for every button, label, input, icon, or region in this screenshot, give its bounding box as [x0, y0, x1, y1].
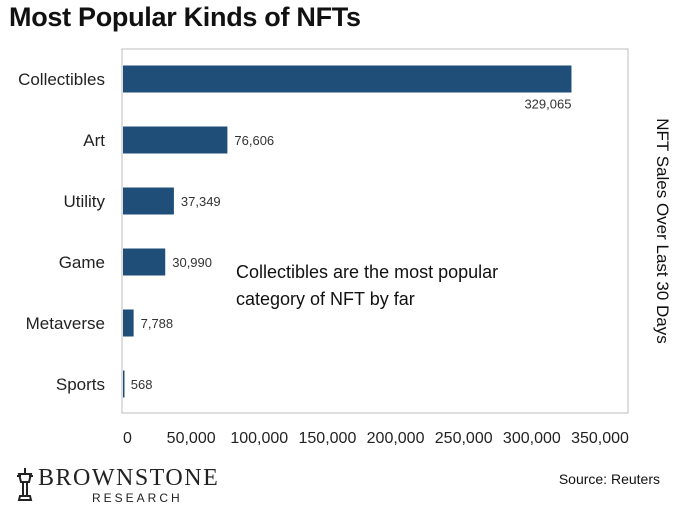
lamp-icon — [17, 468, 33, 501]
x-tick-label: 300,000 — [503, 430, 561, 447]
x-tick-label: 100,000 — [230, 430, 288, 447]
category-label: Sports — [56, 375, 105, 394]
data-label: 30,990 — [172, 255, 212, 270]
logo-name: BROWNSTONE — [38, 465, 220, 491]
data-label: 76,606 — [234, 133, 274, 148]
logo-subtitle: RESEARCH — [92, 491, 183, 505]
data-label: 7,788 — [141, 316, 174, 331]
x-tick-label: 50,000 — [167, 430, 216, 447]
data-label: 37,349 — [181, 194, 221, 209]
plot-area-frame — [121, 48, 629, 414]
bar-collectibles — [123, 65, 572, 93]
category-label: Utility — [63, 192, 105, 211]
x-tick-label: 150,000 — [299, 430, 357, 447]
x-tick-label: 350,000 — [571, 430, 629, 447]
x-tick-label: 0 — [123, 430, 132, 447]
x-tick-label: 200,000 — [367, 430, 425, 447]
category-labels: Collectibles Art Utility Game Metaverse Sport… — [18, 70, 105, 394]
bar-game — [123, 248, 166, 276]
chart-annotation: Collectibles are the most popular catego… — [236, 262, 503, 309]
x-tick-labels: 0 50,000 100,000 150,000 200,000 250,000 300,0… — [123, 430, 629, 447]
data-label: 568 — [131, 377, 153, 392]
bars-group — [123, 65, 572, 398]
category-label: Art — [83, 131, 105, 150]
source-note: Source: Reuters — [558, 471, 660, 487]
data-label: 329,065 — [524, 97, 571, 112]
category-label: Collectibles — [18, 70, 105, 89]
bar-art — [123, 126, 228, 154]
annotation-line: Collectibles are the most popular — [236, 262, 498, 282]
data-labels: 329,065 76,606 37,349 30,990 7,788 568 — [131, 97, 572, 393]
bar-sports — [123, 370, 125, 398]
category-label: Metaverse — [26, 314, 105, 333]
category-label: Game — [59, 253, 105, 272]
brownstone-logo: BROWNSTONE RESEARCH — [14, 464, 244, 508]
bar-utility — [123, 187, 174, 215]
chart-title: Most Popular Kinds of NFTs — [9, 2, 361, 32]
value-axis-title: NFT Sales Over Last 30 Days — [653, 118, 672, 344]
annotation-line: category of NFT by far — [236, 289, 415, 309]
bar-metaverse — [123, 309, 134, 337]
x-tick-label: 250,000 — [435, 430, 493, 447]
